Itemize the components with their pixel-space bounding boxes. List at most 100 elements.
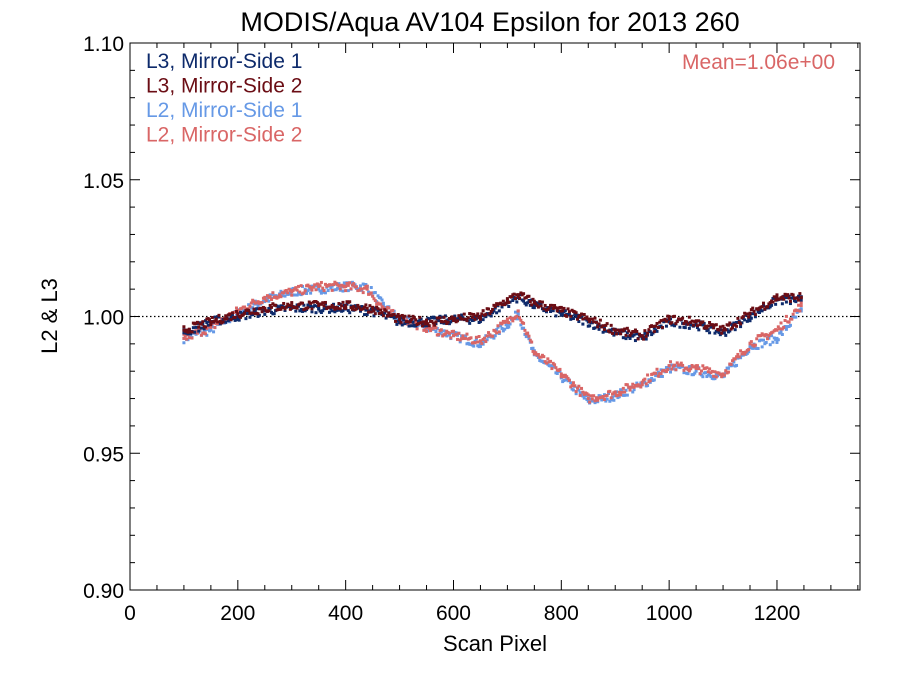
data-point [469, 312, 473, 316]
data-point [314, 288, 318, 292]
data-point [376, 309, 380, 313]
data-point [724, 328, 728, 332]
data-point [268, 303, 272, 307]
data-point [736, 316, 740, 320]
data-point [445, 334, 449, 338]
data-point [292, 293, 296, 297]
x-tick-label: 400 [328, 602, 363, 625]
data-point [570, 384, 574, 388]
data-point [531, 346, 535, 350]
data-point [609, 323, 613, 327]
data-point [751, 312, 755, 316]
data-point [650, 333, 654, 337]
data-point [652, 330, 656, 334]
data-point [338, 287, 342, 291]
data-point [724, 369, 728, 373]
data-point [654, 371, 658, 375]
data-point [425, 318, 429, 322]
data-point [516, 309, 520, 313]
data-point [439, 328, 443, 332]
data-point [309, 301, 313, 305]
data-point [766, 337, 770, 341]
data-point [373, 299, 377, 303]
data-point [264, 299, 268, 303]
data-point [654, 324, 658, 328]
data-point [222, 317, 226, 321]
data-point [454, 332, 458, 336]
data-point [667, 364, 671, 368]
data-point [524, 335, 528, 339]
data-point [348, 311, 352, 315]
data-point [655, 321, 659, 325]
data-point [778, 331, 782, 335]
data-point [224, 320, 228, 324]
data-point [346, 283, 350, 287]
data-point [577, 320, 581, 324]
data-point [369, 310, 373, 314]
data-point [543, 360, 547, 364]
data-point [683, 326, 687, 330]
data-point [263, 312, 267, 316]
data-point [263, 306, 267, 310]
data-point [329, 305, 333, 309]
data-point [523, 301, 527, 305]
data-point [500, 305, 504, 309]
data-point [182, 328, 186, 332]
data-point [199, 326, 203, 330]
data-point [582, 396, 586, 400]
data-point [212, 330, 216, 334]
data-point [394, 319, 398, 323]
data-point [283, 307, 287, 311]
data-point [295, 293, 299, 297]
data-point [243, 311, 247, 315]
data-point [437, 333, 441, 337]
data-point [380, 298, 384, 302]
data-point [360, 305, 364, 309]
data-point [621, 386, 625, 390]
data-point [538, 300, 542, 304]
data-point [373, 291, 377, 295]
data-point [577, 388, 581, 392]
data-point [317, 306, 321, 310]
data-point [706, 370, 710, 374]
data-point [664, 319, 668, 323]
data-point [296, 284, 300, 288]
data-point [365, 306, 369, 310]
data-point [330, 309, 334, 313]
data-point [644, 337, 648, 341]
data-point [586, 397, 590, 401]
data-point [790, 317, 794, 321]
data-point [466, 316, 470, 320]
data-point [743, 318, 747, 322]
data-point [784, 327, 788, 331]
data-point [256, 312, 260, 316]
data-point [629, 385, 633, 389]
data-point [199, 333, 203, 337]
data-point [601, 330, 605, 334]
data-point [507, 325, 511, 329]
data-point [208, 318, 212, 322]
data-point [472, 312, 476, 316]
data-point [752, 309, 756, 313]
data-point [465, 332, 469, 336]
series-3 [182, 280, 803, 404]
data-point [780, 302, 784, 306]
data-point [643, 377, 647, 381]
data-point [670, 367, 674, 371]
data-point [224, 314, 228, 318]
data-point [319, 310, 323, 314]
data-point [565, 314, 569, 318]
data-point [330, 303, 334, 307]
data-point [706, 328, 710, 332]
data-point [652, 378, 656, 382]
data-point [384, 309, 388, 313]
data-point [361, 307, 365, 311]
data-point [581, 390, 585, 394]
data-point [728, 321, 732, 325]
data-point [794, 300, 798, 304]
data-point [558, 367, 562, 371]
data-point [450, 315, 454, 319]
x-tick-label: 0 [124, 602, 136, 625]
data-point [697, 328, 701, 332]
